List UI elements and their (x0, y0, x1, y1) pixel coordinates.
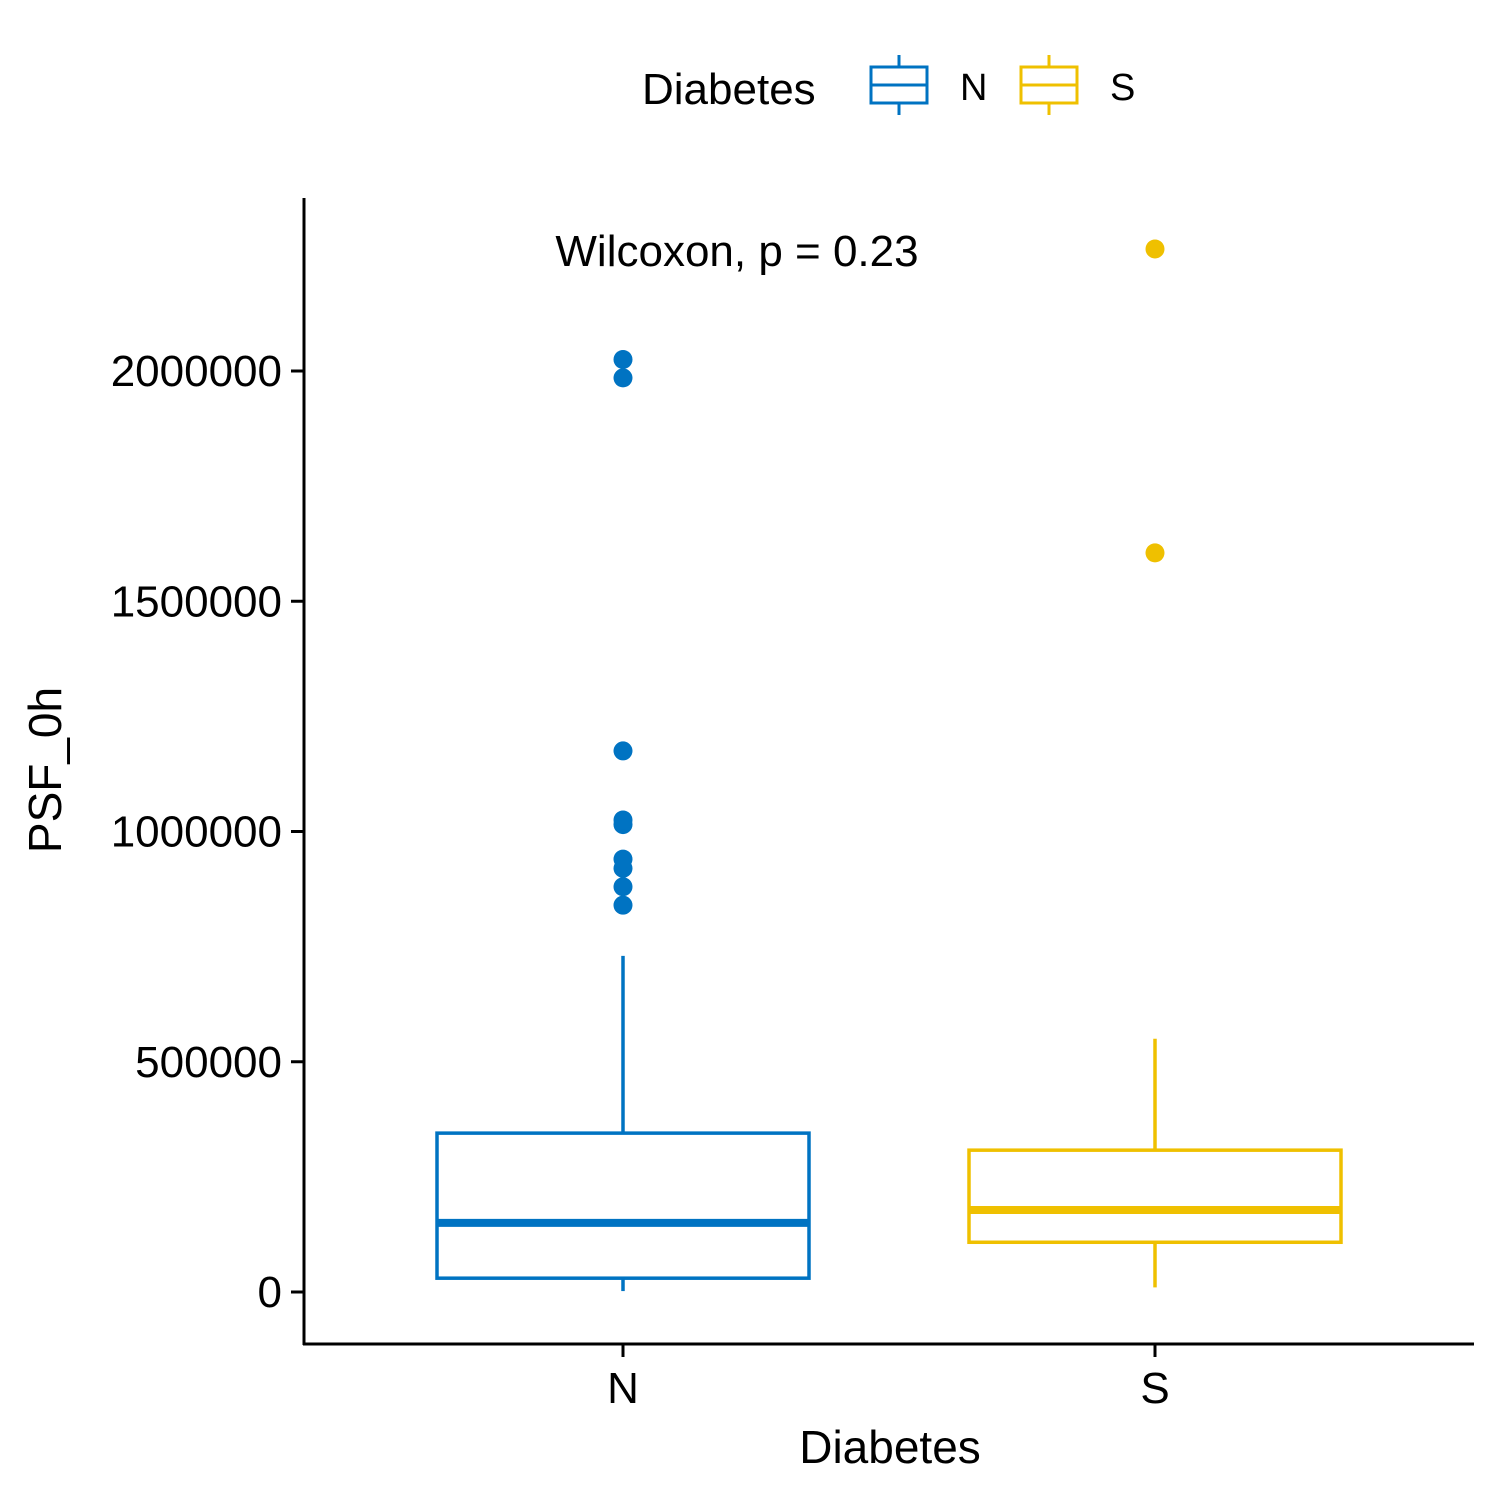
outlier-point (613, 741, 633, 761)
outlier-point (613, 368, 633, 388)
outlier-point (613, 849, 633, 869)
outlier-point (613, 810, 633, 830)
outlier-point (1145, 543, 1165, 563)
y-ticks: 0 500000 1000000 1500000 2000000 (111, 347, 304, 1317)
x-axis-title: Diabetes (799, 1421, 981, 1473)
x-tick-label: S (1140, 1364, 1169, 1413)
iqr-box (435, 1131, 811, 1280)
legend-key-s (1019, 55, 1079, 115)
y-tick-label: 2000000 (111, 347, 282, 396)
y-tick-label: 0 (258, 1268, 282, 1317)
box-n (435, 349, 811, 1292)
boxes (435, 239, 1343, 1292)
wilcoxon-annotation: Wilcoxon, p = 0.23 (555, 227, 918, 276)
legend-key-n (869, 55, 929, 115)
y-tick-label: 1500000 (111, 577, 282, 626)
legend-label-s: S (1110, 67, 1135, 109)
outlier-point (613, 895, 633, 915)
legend-label-n: N (960, 67, 987, 109)
y-axis-title: PSF_0h (19, 687, 71, 853)
y-tick-label: 500000 (135, 1038, 282, 1087)
outlier-point (1145, 239, 1165, 259)
outlier-point (613, 349, 633, 369)
outlier-point (613, 877, 633, 897)
legend-title: Diabetes (642, 65, 816, 114)
x-tick-label: N (607, 1364, 639, 1413)
legend: Diabetes N S (642, 55, 1135, 115)
iqr-box (967, 1148, 1343, 1245)
box-s (967, 239, 1343, 1288)
y-tick-label: 1000000 (111, 808, 282, 857)
